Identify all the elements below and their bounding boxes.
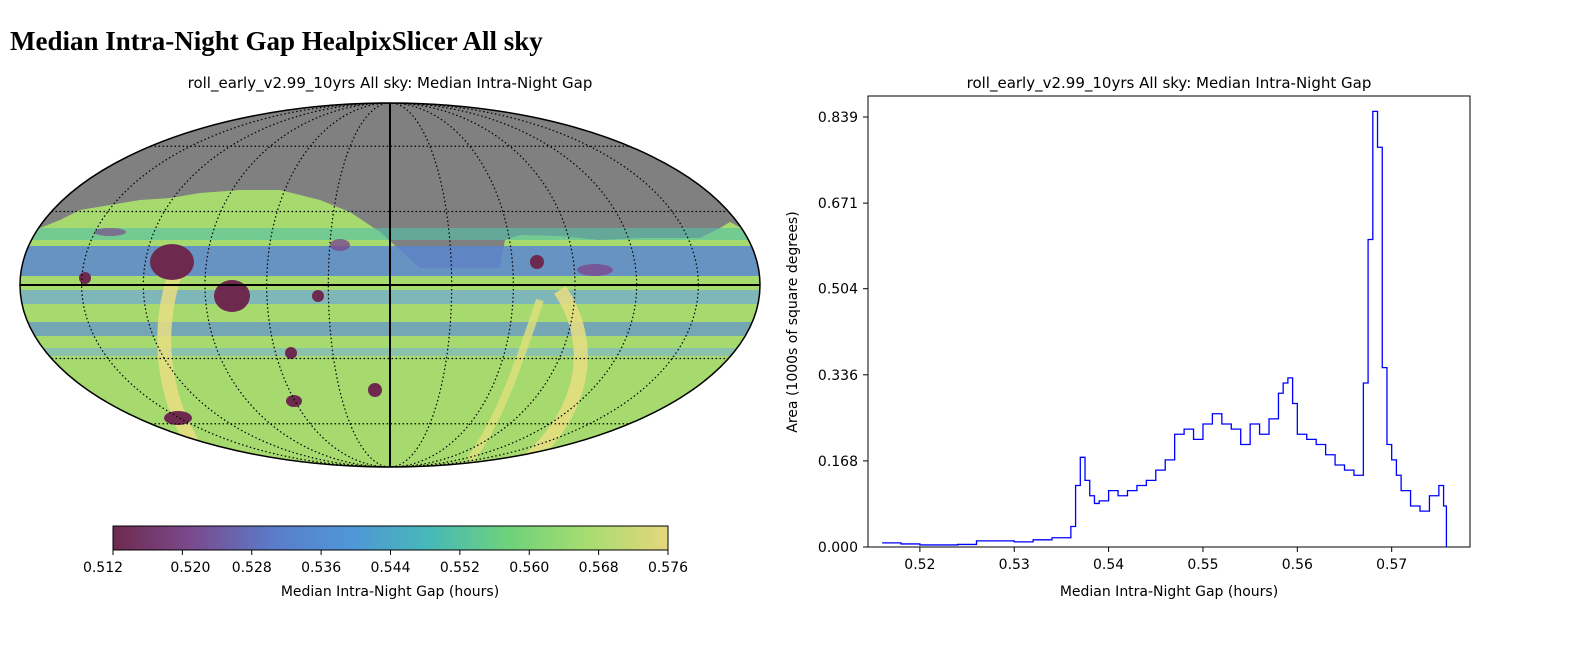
y-tick-label: 0.504: [818, 282, 858, 298]
histogram-y-label: Area (1000s of square degrees): [785, 211, 801, 432]
low-blob-7: [286, 395, 302, 407]
galactic-arc-right-inner: [466, 298, 544, 463]
skymap-panel: roll_early_v2.99_10yrs All sky: Median I…: [19, 74, 761, 468]
colorbar-gradient: [112, 525, 669, 551]
histogram-series-line: [882, 110, 1448, 547]
y-tick-label: 0.168: [818, 454, 858, 470]
low-blob-4: [312, 290, 324, 302]
skymap-border: [19, 102, 761, 468]
y-tick-label: 0.671: [818, 196, 858, 212]
low-blob-1: [150, 244, 194, 280]
colorbar-tick-label: 0.552: [440, 560, 480, 576]
x-tick-label: 0.55: [1187, 557, 1218, 573]
low-blob-12: [94, 228, 126, 236]
colorbar-tick-label: 0.560: [509, 560, 549, 576]
histogram-title: roll_early_v2.99_10yrs All sky: Median I…: [967, 74, 1372, 93]
low-blob-10: [330, 239, 350, 251]
low-blob-11: [577, 264, 613, 276]
colorbar-tick-label: 0.536: [301, 560, 341, 576]
histogram-axes-frame: [867, 95, 1471, 548]
low-blob-2: [214, 280, 250, 312]
histogram-x-label: Median Intra-Night Gap (hours): [1060, 584, 1278, 600]
colorbar: 0.512 0.520 0.528 0.536 0.544 0.552 0.560 0.568…: [83, 525, 688, 600]
histogram-panel: roll_early_v2.99_10yrs All sky: Median I…: [785, 74, 1471, 600]
colorbar-tick-label: 0.520: [170, 560, 210, 576]
low-blob-8: [164, 411, 192, 425]
low-blob-6: [368, 383, 382, 397]
y-tick-label: 0.000: [818, 540, 858, 556]
histogram-x-ticks: 0.52 0.53 0.54 0.55 0.56 0.57: [904, 547, 1407, 573]
colorbar-tick-label: 0.528: [232, 560, 272, 576]
colorbar-tick-label: 0.576: [648, 560, 688, 576]
low-blob-9: [530, 255, 544, 269]
skymap-title: roll_early_v2.99_10yrs All sky: Median I…: [188, 74, 593, 93]
y-tick-label: 0.336: [818, 368, 858, 384]
low-blob-3: [79, 272, 91, 284]
colorbar-label: Median Intra-Night Gap (hours): [281, 584, 499, 600]
x-tick-label: 0.56: [1282, 557, 1313, 573]
colorbar-ticks: 0.512 0.520 0.528 0.536 0.544 0.552 0.560 0.568…: [83, 550, 688, 576]
low-blob-5: [285, 347, 297, 359]
skymap-body: [20, 103, 760, 467]
x-tick-label: 0.54: [1093, 557, 1124, 573]
bottom-left-yellow: [20, 440, 180, 467]
colorbar-tick-label: 0.568: [579, 560, 619, 576]
galactic-arc-right: [515, 286, 588, 467]
histogram-y-ticks: 0.000 0.168 0.336 0.504 0.671 0.839: [818, 110, 868, 556]
x-tick-label: 0.57: [1376, 557, 1407, 573]
x-tick-label: 0.52: [904, 557, 935, 573]
page-heading: Median Intra-Night Gap HealpixSlicer All…: [10, 26, 543, 56]
y-tick-label: 0.839: [818, 110, 858, 126]
colorbar-tick-label: 0.544: [370, 560, 410, 576]
x-tick-label: 0.53: [999, 557, 1030, 573]
colorbar-tick-label: 0.512: [83, 560, 123, 576]
